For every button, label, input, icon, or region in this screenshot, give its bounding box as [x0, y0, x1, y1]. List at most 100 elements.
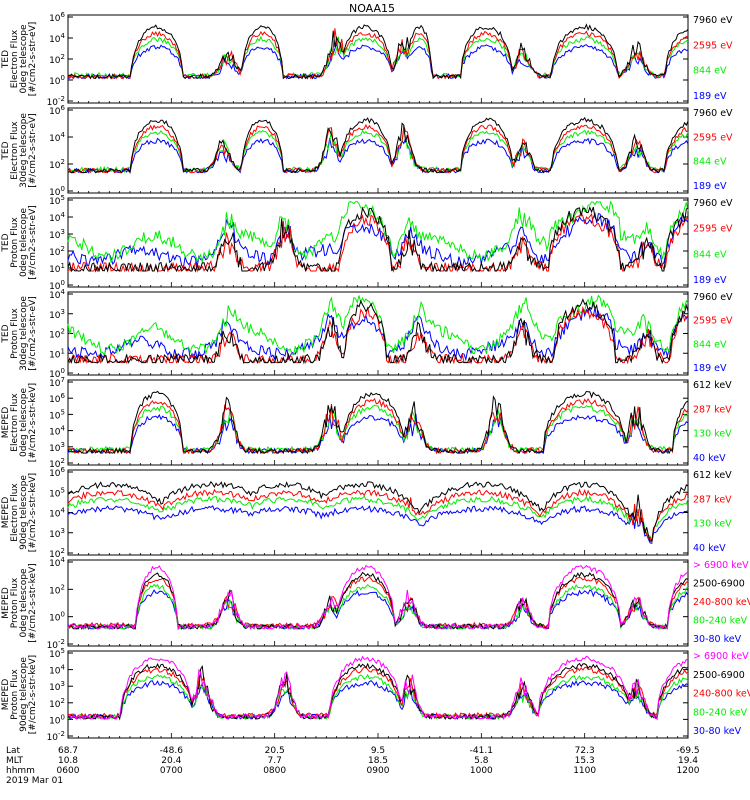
series-trace	[67, 397, 689, 455]
series-trace	[67, 662, 689, 721]
legend-entry: 80-240 keV	[693, 707, 748, 718]
row-label-hhmm: hhmm	[6, 766, 35, 776]
x-tick-label: 10.8	[58, 756, 78, 766]
y-tick-label: 104	[49, 425, 65, 438]
panel-4: 104 103 102 101 100 TEDProton Flux30deg teles…	[1, 288, 733, 380]
x-tick-label: 1000	[470, 766, 493, 776]
y-axis-label: MEPEDElectron Flux0deg telescope[#/cm2-s…	[1, 383, 38, 462]
series-trace	[67, 576, 689, 630]
y-tick-label: 102	[49, 53, 65, 66]
y-tick-label: 104	[49, 664, 65, 677]
legend-entry: 189 eV	[693, 363, 727, 374]
panel-3: 105 104 103 102 101 100 TEDProton Flux0deg tel…	[1, 194, 733, 292]
x-tick-label: 9.5	[371, 746, 385, 756]
x-tick-label: 1100	[573, 766, 596, 776]
series-trace	[67, 413, 689, 455]
x-tick-label: 7.7	[268, 756, 282, 766]
y-tick-label: 102	[49, 697, 65, 710]
panel-5: 107 106 105 104 103 102 MEPEDElectron Flux0deg…	[1, 376, 732, 470]
legend-entry: 287 keV	[693, 494, 732, 505]
y-tick-label: 100	[49, 185, 65, 198]
series-trace	[67, 23, 689, 80]
legend-entry: > 6900 keV	[693, 651, 749, 662]
y-axis-label: TEDElectron Flux30deg telescope[#/cm2-s-…	[1, 113, 38, 188]
y-axis-label: MEPEDElectron Flux90deg telescope[#/cm2-…	[1, 473, 38, 552]
series-trace	[67, 589, 689, 631]
y-tick-label: 103	[49, 680, 65, 693]
y-tick-label: 107	[49, 376, 65, 389]
row-label-lat: Lat	[6, 746, 21, 756]
series-trace	[67, 294, 689, 356]
y-tick-label: 104	[49, 32, 65, 45]
y-axis-label: MEPEDProton Flux0deg telescope[#/cm2-s-s…	[1, 563, 38, 642]
y-axis-label: MEPEDProton Flux90deg telescope[#/cm2-s-…	[1, 655, 38, 734]
panel-frame	[67, 650, 689, 739]
y-tick-label: 10-2	[47, 95, 65, 108]
panel-frame	[67, 559, 689, 647]
legend-entry: 287 keV	[693, 404, 732, 415]
x-tick-label: 1200	[677, 766, 700, 776]
legend-entry: 2595 eV	[693, 316, 733, 327]
y-tick-label: 10-2	[47, 730, 65, 743]
series-trace	[67, 488, 689, 544]
legend-entry: 7960 eV	[693, 292, 733, 303]
legend-entry: 80-240 keV	[693, 616, 748, 627]
y-tick-label: 100	[49, 611, 65, 624]
panel-8: 105 104 103 102 100 10-2 MEPEDProton Flux90deg…	[1, 647, 750, 743]
legend-entry: 844 eV	[693, 157, 727, 168]
series-trace	[67, 41, 689, 80]
y-tick-label: 106	[49, 466, 65, 479]
y-tick-label: 106	[49, 104, 65, 117]
x-tick-label: 72.3	[575, 746, 595, 756]
x-tick-label: 18.5	[368, 756, 388, 766]
y-tick-label: 104	[49, 131, 65, 144]
y-tick-label: 105	[49, 194, 65, 207]
legend-entry: 240-800 keV	[693, 597, 750, 608]
series-trace	[67, 390, 689, 455]
x-tick-label: -48.6	[160, 746, 184, 756]
series-trace	[67, 298, 689, 365]
legend-entry: 612 keV	[693, 380, 732, 391]
date-label: 2019 Mar 01	[6, 776, 63, 786]
legend-entry: 612 keV	[693, 470, 732, 481]
x-tick-label: 0800	[263, 766, 286, 776]
x-tick-label: 5.8	[474, 756, 489, 766]
panel-frame	[67, 379, 689, 466]
series-trace	[67, 212, 689, 271]
y-tick-label: 106	[49, 392, 65, 405]
x-tick-label: -41.1	[470, 746, 493, 756]
y-tick-label: 102	[49, 158, 65, 171]
y-tick-label: 103	[49, 228, 65, 241]
y-axis-label: TEDElectron Flux0deg telescope[#/cm2-s-s…	[1, 22, 38, 97]
legend-entry: 40 keV	[693, 453, 726, 464]
x-tick-label: 19.4	[678, 756, 698, 766]
legend-entry: 130 keV	[693, 429, 732, 440]
row-label-mlt: MLT	[6, 756, 24, 766]
series-trace	[67, 495, 689, 544]
legend-entry: 189 eV	[693, 181, 727, 192]
series-trace	[67, 673, 689, 720]
series-trace	[67, 206, 689, 273]
legend-entry: 30-80 keV	[693, 726, 742, 737]
series-trace	[67, 655, 689, 721]
y-tick-label: 105	[49, 408, 65, 421]
y-tick-label: 105	[49, 486, 65, 499]
x-tick-label: 0700	[160, 766, 183, 776]
y-tick-label: 103	[49, 527, 65, 540]
y-tick-label: 104	[49, 556, 65, 569]
series-trace	[67, 212, 689, 273]
y-tick-label: 100	[49, 74, 65, 87]
legend-entry: 30-80 keV	[693, 634, 742, 645]
series-trace	[67, 564, 689, 631]
y-tick-label: 103	[49, 308, 65, 321]
legend-entry: 2595 eV	[693, 224, 733, 235]
series-trace	[67, 200, 689, 263]
series-trace	[67, 404, 689, 454]
legend-entry: 7960 eV	[693, 15, 733, 26]
legend-entry: 844 eV	[693, 66, 727, 77]
y-tick-label: 104	[49, 211, 65, 224]
panels-group: 106 104 102 100 10-2 TEDElectron Flux0deg tel…	[1, 11, 750, 743]
x-tick-label: 20.4	[161, 756, 181, 766]
